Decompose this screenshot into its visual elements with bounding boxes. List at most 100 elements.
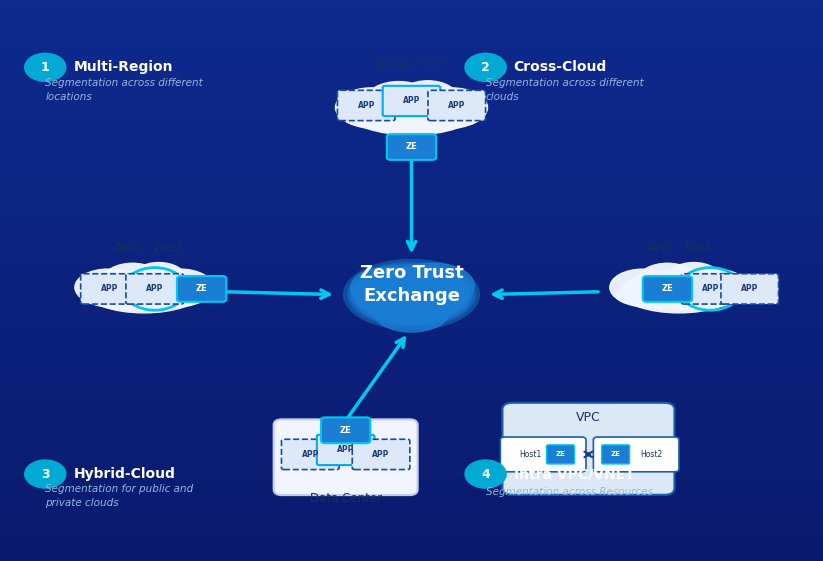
Bar [0, 542, 823, 551]
Bar [0, 346, 823, 355]
Ellipse shape [348, 89, 475, 135]
Ellipse shape [86, 270, 202, 313]
Bar [0, 159, 823, 168]
Text: AWS - West: AWS - West [114, 241, 182, 255]
Bar [0, 150, 823, 159]
Ellipse shape [354, 266, 469, 323]
Bar [0, 280, 823, 290]
Bar [0, 140, 823, 150]
Ellipse shape [372, 288, 450, 332]
Bar [0, 290, 823, 299]
Bar [0, 103, 823, 112]
Ellipse shape [147, 269, 213, 306]
Bar [0, 262, 823, 271]
Circle shape [25, 460, 66, 488]
Bar [0, 0, 823, 10]
Bar [0, 75, 823, 84]
Bar [0, 122, 823, 131]
Bar [0, 374, 823, 383]
FancyBboxPatch shape [177, 276, 226, 302]
FancyBboxPatch shape [428, 90, 486, 121]
Text: APP: APP [337, 445, 355, 454]
FancyBboxPatch shape [681, 274, 739, 304]
Ellipse shape [616, 282, 742, 310]
Bar [0, 38, 823, 47]
Text: 1: 1 [41, 61, 49, 74]
Text: APP: APP [372, 450, 390, 459]
Ellipse shape [638, 263, 697, 297]
Bar [0, 187, 823, 196]
Text: 4: 4 [481, 467, 490, 481]
Bar [0, 505, 823, 514]
Text: ZE: ZE [611, 452, 621, 457]
Bar [0, 299, 823, 309]
Text: Cross-Cloud: Cross-Cloud [514, 61, 607, 74]
Bar [0, 47, 823, 56]
Ellipse shape [351, 267, 425, 309]
Text: Hybrid-Cloud: Hybrid-Cloud [74, 467, 176, 481]
Bar [0, 523, 823, 533]
Bar [0, 327, 823, 337]
Bar [0, 309, 823, 318]
Text: ZE: ZE [196, 284, 207, 293]
Ellipse shape [366, 81, 431, 118]
FancyBboxPatch shape [81, 274, 138, 304]
FancyBboxPatch shape [281, 439, 339, 470]
Bar [0, 467, 823, 477]
Bar [0, 514, 823, 523]
Ellipse shape [132, 263, 186, 295]
Text: APP: APP [448, 101, 466, 110]
FancyBboxPatch shape [352, 439, 410, 470]
Bar [0, 224, 823, 234]
Text: VPC: VPC [576, 411, 601, 425]
Bar [0, 28, 823, 38]
FancyBboxPatch shape [546, 445, 574, 464]
Bar [0, 486, 823, 495]
Text: APP: APP [701, 284, 719, 293]
Text: APP: APP [146, 284, 164, 293]
Bar [0, 551, 823, 561]
Bar [0, 112, 823, 122]
Text: APP: APP [301, 450, 319, 459]
Bar [0, 215, 823, 224]
Bar [0, 84, 823, 94]
Bar [0, 402, 823, 411]
Bar [0, 196, 823, 206]
FancyBboxPatch shape [321, 417, 370, 443]
Ellipse shape [667, 263, 721, 295]
Text: Host2: Host2 [639, 450, 663, 459]
Text: Azure / GCP: Azure / GCP [377, 57, 446, 71]
Ellipse shape [81, 282, 207, 310]
Ellipse shape [75, 269, 141, 306]
Bar [0, 56, 823, 66]
Bar [0, 178, 823, 187]
Text: Segmentation for public and
private clouds: Segmentation for public and private clou… [45, 485, 193, 508]
Text: Segmentation across different
clouds: Segmentation across different clouds [486, 78, 644, 102]
Text: 3: 3 [41, 467, 49, 481]
Bar [0, 131, 823, 140]
Ellipse shape [398, 81, 458, 116]
Bar [0, 449, 823, 458]
Text: Intra VPC/VNET: Intra VPC/VNET [514, 467, 635, 481]
Bar [0, 243, 823, 252]
FancyBboxPatch shape [126, 274, 184, 304]
Ellipse shape [415, 88, 487, 127]
Ellipse shape [392, 263, 474, 308]
Text: Segmentation across Resources: Segmentation across Resources [486, 487, 653, 497]
Ellipse shape [343, 260, 479, 330]
Ellipse shape [336, 88, 408, 127]
Bar [0, 365, 823, 374]
Ellipse shape [621, 270, 737, 313]
FancyBboxPatch shape [602, 445, 630, 464]
Bar [0, 355, 823, 365]
Circle shape [25, 53, 66, 81]
Text: APP: APP [741, 284, 759, 293]
Text: Host1: Host1 [518, 450, 542, 459]
Bar [0, 458, 823, 467]
Text: AWS - East: AWS - East [647, 241, 711, 255]
Bar [0, 252, 823, 262]
Text: Segmentation across different
locations: Segmentation across different locations [45, 78, 203, 102]
Circle shape [465, 460, 506, 488]
Bar [0, 411, 823, 421]
Text: Zero Trust
Exchange: Zero Trust Exchange [360, 264, 463, 305]
